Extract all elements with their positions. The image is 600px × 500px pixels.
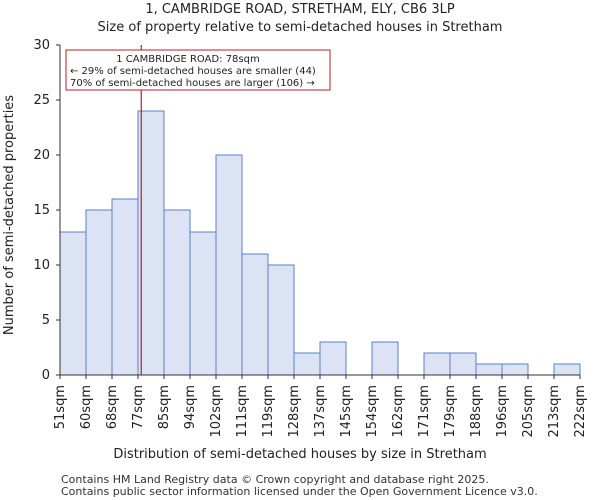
histogram-bar [475,363,503,376]
histogram-bar [189,231,217,376]
histogram-bar [85,209,113,376]
x-tick-label: 154sqm [365,385,380,438]
x-tick-label: 85sqm [157,385,172,429]
x-axis-title: Distribution of semi-detached houses by … [113,447,486,462]
x-tick-label: 171sqm [417,385,432,438]
y-tick-label: 30 [33,38,50,53]
histogram-bar [423,352,451,376]
x-tick-label: 111sqm [235,385,250,438]
y-tick-label: 25 [33,93,50,108]
histogram-bar [59,231,87,376]
histogram-bar [449,352,477,376]
histogram-bar [241,253,269,376]
x-tick-label: 205sqm [521,385,536,438]
x-tick-label: 102sqm [209,385,224,438]
footer-licence: Contains public sector information licen… [61,485,538,498]
chart-title: 1, CAMBRIDGE ROAD, STRETHAM, ELY, CB6 3L… [145,2,455,17]
x-tick-label: 137sqm [313,385,328,438]
annotation-box [65,49,331,91]
x-tick-label: 179sqm [443,385,458,438]
y-tick-label: 0 [42,368,50,383]
x-tick-label: 162sqm [391,385,406,438]
histogram-bar [215,154,243,376]
histogram-bar [501,363,529,376]
x-tick-label: 145sqm [339,385,354,438]
histogram-bar [163,209,191,376]
footer-copyright: Contains HM Land Registry data © Crown c… [61,473,489,486]
y-tick-label: 5 [42,313,50,328]
x-tick-label: 60sqm [79,385,94,429]
annotation-smaller: ← 29% of semi-detached houses are smalle… [70,66,316,77]
x-tick-label: 222sqm [573,385,588,438]
x-tick-label: 94sqm [183,385,198,429]
x-tick-label: 188sqm [469,385,484,438]
x-tick-label: 51sqm [53,385,68,429]
histogram-bar [319,341,347,376]
x-tick-label: 213sqm [547,385,562,438]
y-tick-label: 20 [33,148,50,163]
annotation-title: 1 CAMBRIDGE ROAD: 78sqm [116,54,259,65]
y-axis-title: Number of semi-detached properties [2,95,17,335]
x-tick-label: 68sqm [105,385,120,429]
chart-subtitle: Size of property relative to semi-detach… [97,20,503,35]
histogram-bar [553,363,581,376]
x-tick-label: 196sqm [495,385,510,438]
histogram-bar [293,352,321,376]
y-tick-label: 10 [33,258,50,273]
x-tick-label: 128sqm [287,385,302,438]
x-tick-label: 77sqm [131,385,146,429]
histogram-bar [371,341,399,376]
annotation-larger: 70% of semi-detached houses are larger (… [70,78,315,89]
histogram-bar [267,264,295,376]
x-tick-label: 119sqm [261,385,276,438]
y-tick-label: 15 [33,203,50,218]
histogram-bar [111,198,139,376]
histogram-bar [137,110,165,376]
